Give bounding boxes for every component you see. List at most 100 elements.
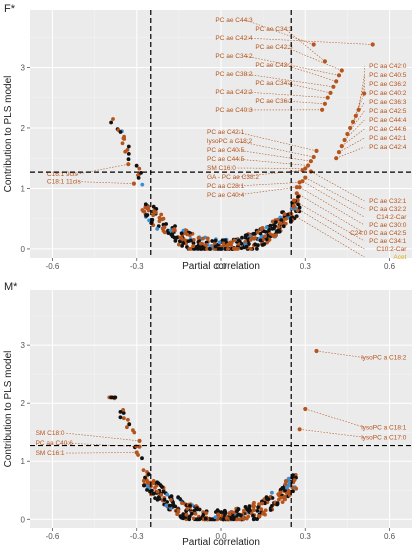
data-point (161, 489, 166, 494)
data-point (184, 241, 189, 246)
data-point (147, 218, 152, 223)
y-tick-label: 3 (21, 63, 26, 72)
point-label: PC ae C44:5 (207, 156, 245, 163)
x-tick-label: 0.3 (300, 262, 312, 271)
data-point (191, 516, 196, 521)
data-point (137, 166, 142, 171)
data-point (226, 247, 230, 251)
data-point (173, 239, 178, 243)
point-label: PC ae C40:5 (207, 147, 245, 154)
labeled-point (126, 162, 131, 167)
data-point (142, 483, 147, 488)
data-point (165, 492, 170, 497)
data-point (287, 480, 292, 485)
data-point (252, 508, 256, 512)
data-point (146, 472, 151, 477)
data-point (157, 219, 162, 224)
data-point (189, 511, 194, 516)
leader-line (336, 146, 365, 159)
leader-line (316, 350, 365, 358)
data-point (240, 235, 244, 240)
data-point (184, 512, 189, 517)
point-label: PC ae C38:2 (215, 71, 253, 78)
data-point (193, 511, 198, 516)
point-label: PC ae C34:2 (215, 53, 253, 60)
data-point (273, 224, 277, 229)
data-point (278, 490, 283, 495)
leader-line (236, 149, 311, 162)
data-point (281, 224, 286, 229)
x-tick-label: 0.6 (384, 532, 396, 541)
data-point (249, 247, 253, 251)
data-point (181, 512, 186, 516)
data-point (125, 425, 129, 430)
labeled-point (294, 191, 299, 196)
point-label: PC aa C28:1 (207, 183, 245, 190)
y-tick-label: 0 (21, 245, 26, 254)
data-point (161, 229, 166, 233)
point-label: PC aa C42:0 (369, 63, 407, 70)
data-point (223, 238, 228, 243)
data-point (227, 512, 232, 517)
data-point (232, 247, 237, 251)
data-point (270, 219, 275, 224)
data-point (204, 243, 209, 248)
data-point (126, 152, 131, 156)
data-point (282, 212, 287, 217)
data-point (286, 212, 290, 217)
x-tick-label: 0.0 (215, 262, 227, 271)
labeled-point (300, 179, 305, 184)
point-label: PC aa C42:2 (215, 89, 253, 96)
data-point (225, 516, 229, 520)
data-point (217, 240, 222, 245)
data-point (192, 508, 197, 513)
data-point (204, 511, 209, 515)
data-point (296, 202, 300, 207)
data-point (221, 517, 226, 522)
data-point (140, 456, 144, 461)
data-point (256, 505, 260, 510)
y-tick-label: 1 (21, 457, 26, 466)
data-point (292, 478, 297, 482)
data-point (236, 513, 241, 517)
leader-line (305, 408, 365, 428)
y-tick-label: 0 (21, 515, 26, 524)
data-point (268, 223, 273, 228)
data-point (286, 476, 291, 481)
data-point (187, 247, 192, 251)
point-label: lysoPC a C18:1 (361, 424, 407, 431)
data-point (126, 144, 131, 149)
data-point (213, 244, 218, 249)
data-point (152, 210, 157, 215)
data-point (151, 213, 156, 218)
data-point (157, 215, 162, 220)
data-point (255, 517, 259, 521)
point-label: PC ae C42:1 (369, 135, 407, 142)
data-point (270, 496, 275, 500)
data-point (264, 225, 269, 230)
data-point (294, 486, 299, 491)
data-point (188, 238, 193, 243)
point-label: PC ae C40:2 (369, 90, 407, 97)
data-point (236, 247, 240, 251)
x-axis-title: Partial correlation (182, 537, 260, 548)
data-point (168, 228, 173, 233)
data-point (180, 501, 184, 505)
data-point (252, 236, 257, 241)
data-point (297, 205, 302, 210)
data-point (267, 227, 271, 232)
leader-line (236, 182, 300, 187)
data-point (243, 505, 248, 509)
point-label: SM C16:1 (36, 450, 65, 457)
data-point (187, 517, 192, 522)
leader-line (236, 170, 303, 178)
leader-line (291, 213, 365, 258)
leader-line (299, 186, 365, 226)
point-label: lysoPC a C18:2 (361, 355, 407, 362)
data-point (244, 516, 249, 521)
data-point (266, 497, 271, 502)
point-label: SM C18:0 (36, 430, 65, 437)
data-point (179, 235, 184, 240)
point-label: PC ae C40:3 (215, 107, 253, 114)
data-point (263, 234, 267, 239)
